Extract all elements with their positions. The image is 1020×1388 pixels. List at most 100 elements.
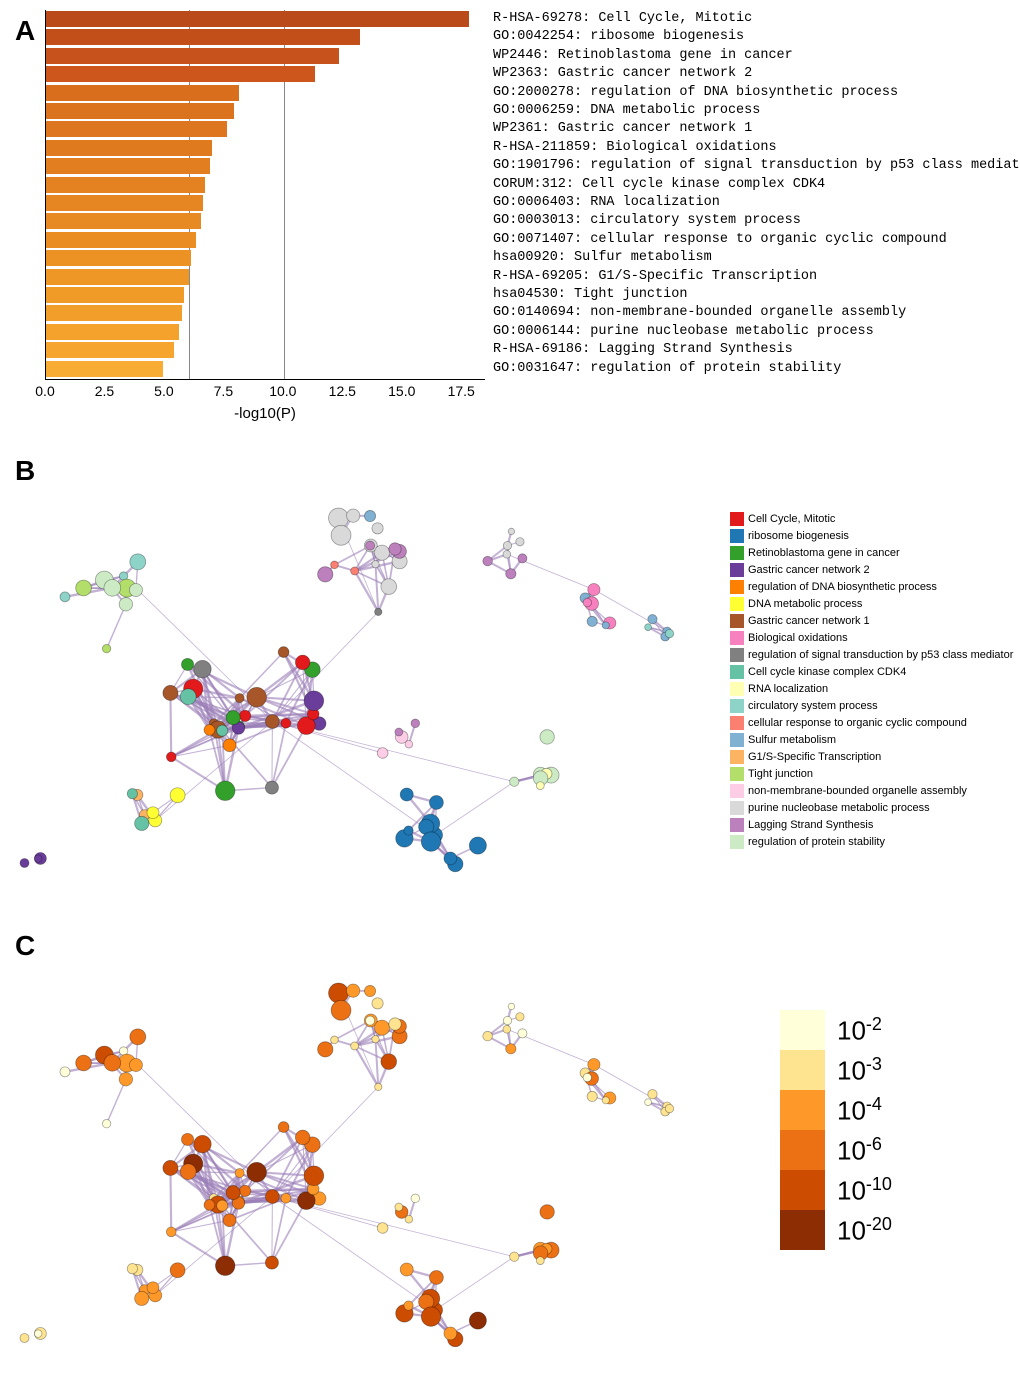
legend-item: Tight junction (730, 765, 1010, 782)
network-node (508, 528, 515, 535)
network-node (295, 1130, 310, 1145)
network-node (119, 598, 132, 611)
network-edge (272, 1087, 378, 1197)
network-node (444, 852, 457, 865)
legend-label: 10-6 (837, 1134, 882, 1167)
network-node (329, 983, 349, 1003)
legend-label: 10-2 (837, 1014, 882, 1047)
bar (46, 250, 191, 266)
legend-label: circulatory system process (748, 700, 878, 712)
network-node (389, 1018, 401, 1030)
network-node (265, 715, 279, 729)
network-node (130, 1029, 146, 1045)
network-node (364, 985, 375, 996)
legend-label: cellular response to organic cyclic comp… (748, 717, 967, 729)
legend-label: regulation of protein stability (748, 836, 885, 848)
network-node (429, 1271, 443, 1285)
network-node (166, 1227, 176, 1237)
network-node (395, 728, 403, 736)
legend-item: purine nucleobase metabolic process (730, 799, 1010, 816)
network-node (374, 545, 389, 560)
network-node (506, 1044, 516, 1054)
legend-swatch (730, 597, 744, 611)
network-node (104, 1055, 121, 1072)
network-node (265, 1190, 279, 1204)
legend-b: Cell Cycle, Mitoticribosome biogenesisRe… (730, 510, 1010, 850)
network-node (215, 1256, 234, 1275)
legend-label: non-membrane-bounded organelle assembly (748, 785, 967, 797)
legend-item: RNA localization (730, 680, 1010, 697)
legend-swatch (730, 835, 744, 849)
bar (46, 195, 203, 211)
bar-label: GO:0006144: purine nucleobase metabolic … (493, 324, 874, 339)
legend-swatch (730, 767, 744, 781)
network-node (510, 777, 519, 786)
legend-label: 10-4 (837, 1094, 882, 1127)
network-node (516, 1013, 524, 1021)
network-node (215, 781, 234, 800)
network-b (15, 485, 715, 885)
legend-swatch (730, 580, 744, 594)
legend-item: regulation of protein stability (730, 833, 1010, 850)
network-edge (272, 612, 378, 722)
legend-label: Sulfur metabolism (748, 734, 836, 746)
network-node (503, 1016, 511, 1024)
network-c (15, 960, 715, 1360)
network-node (239, 710, 250, 721)
legend-label: DNA metabolic process (748, 598, 862, 610)
network-node (281, 718, 291, 728)
network-node (247, 687, 267, 707)
bar-label: GO:0140694: non-membrane-bounded organel… (493, 305, 906, 320)
legend-swatch (780, 1010, 825, 1050)
network-node (129, 1058, 142, 1071)
network-node (372, 998, 383, 1009)
bar-label: GO:0071407: cellular response to organic… (493, 232, 947, 247)
legend-label: Cell Cycle, Mitotic (748, 513, 835, 525)
legend-label: Gastric cancer network 2 (748, 564, 870, 576)
bar (46, 11, 469, 27)
x-tick: 2.5 (95, 383, 114, 399)
network-node (181, 658, 193, 670)
bar-label: WP2446: Retinoblastoma gene in cancer (493, 48, 793, 63)
bar (46, 85, 239, 101)
network-node (60, 1067, 70, 1077)
legend-item: G1/S-Specific Transcription (730, 748, 1010, 765)
legend-label: 10-10 (837, 1174, 892, 1207)
legend-label: RNA localization (748, 683, 828, 695)
legend-label: 10-20 (837, 1214, 892, 1247)
network-node (395, 1203, 403, 1211)
network-node (648, 1090, 657, 1099)
bar (46, 361, 163, 377)
legend-item: 10-20 (780, 1210, 980, 1250)
bar-label: WP2363: Gastric cancer network 2 (493, 66, 752, 81)
network-node (429, 796, 443, 810)
network-node (180, 1164, 196, 1180)
legend-item: Gastric cancer network 1 (730, 612, 1010, 629)
legend-item: Gastric cancer network 2 (730, 561, 1010, 578)
network-node (223, 1214, 236, 1227)
network-node (119, 1073, 132, 1086)
legend-item: Sulfur metabolism (730, 731, 1010, 748)
bar-label: GO:0031647: regulation of protein stabil… (493, 361, 841, 376)
network-node (518, 1029, 527, 1038)
network-node (587, 1091, 597, 1101)
network-node (404, 826, 413, 835)
network-node (226, 711, 240, 725)
network-node (665, 1104, 673, 1112)
network-node (645, 1099, 652, 1106)
network-node (223, 739, 236, 752)
panel-c-label: C (15, 930, 35, 962)
network-node (265, 1256, 278, 1269)
network-node (372, 560, 379, 567)
legend-item: 10-2 (780, 1010, 980, 1050)
legend-label: ribosome biogenesis (748, 530, 849, 542)
network-node (281, 1193, 291, 1203)
network-node (135, 1291, 149, 1305)
network-node (170, 1263, 185, 1278)
network-node (127, 789, 137, 799)
bar (46, 287, 184, 303)
legend-item: non-membrane-bounded organelle assembly (730, 782, 1010, 799)
network-node (583, 1073, 591, 1081)
x-tick: 10.0 (269, 383, 296, 399)
network-node (405, 1215, 413, 1223)
